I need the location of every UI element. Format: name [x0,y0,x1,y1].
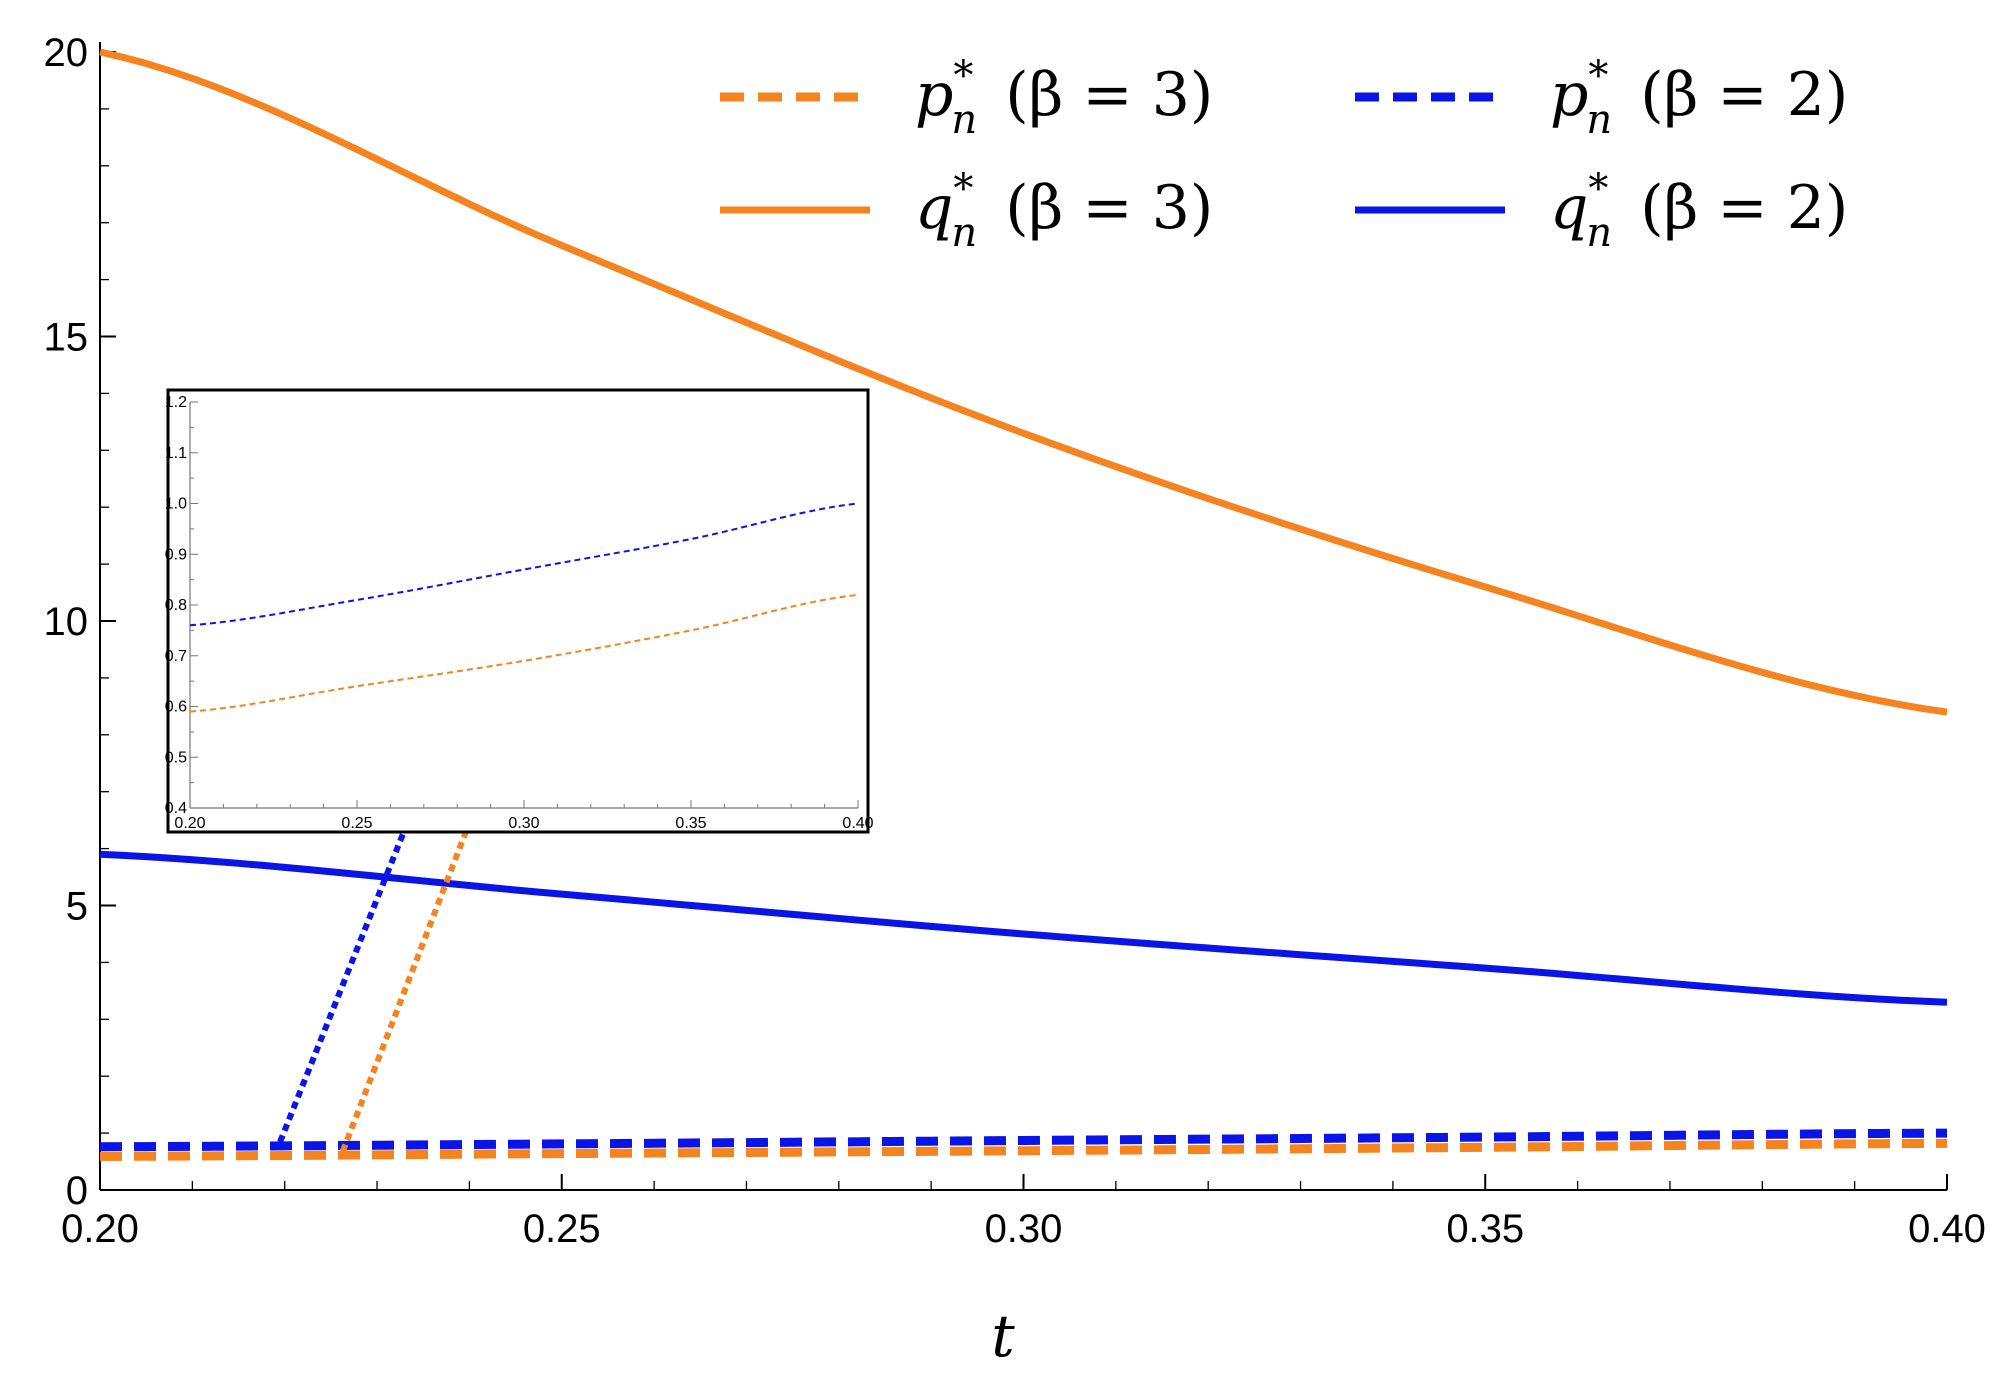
legend-label-2: q* n (β = 3) [915,166,1213,256]
main-series-group [99,48,1948,1161]
inset-y-tick-label: 1.0 [165,496,187,513]
inset-series-line-0 [189,502,859,627]
arrow-blue [277,576,509,1143]
x-tick-label: 0.30 [985,1207,1063,1251]
legend-label-0: p* n (β = 3) [915,53,1213,143]
inset-y-tick-label: 1.2 [165,394,187,411]
y-tick-label: 20 [44,31,89,75]
inset-y-tick-label: 0.6 [165,699,187,716]
inset-x-tick-label: 0.20 [174,815,205,832]
inset-y-tick-label: 0.7 [165,648,187,665]
inset-y-tick-label: 0.4 [165,800,187,817]
inset-x-tick-label: 0.35 [675,815,706,832]
callout-arrows [277,576,533,1153]
series-line-3 [99,850,1948,1006]
inset-x-tick-label: 0.30 [508,815,539,832]
inset-y-tick-label: 1.1 [165,445,187,462]
x-tick-label: 0.35 [1446,1207,1524,1251]
x-tick-label: 0.40 [1908,1207,1986,1251]
inset-chart: 0.4 0.5 0.6 0.7 0.8 0.9 1.0 1.1 1.2 0.20 0.25 0.30 0… [165,388,874,834]
inset-y-tick-label: 0.8 [165,597,187,614]
y-tick-label: 5 [66,885,88,929]
inset-series-line-1 [189,593,859,713]
inset-frame [166,388,870,834]
x-tick-label: 0.20 [61,1207,139,1251]
y-tick-label: 0 [66,1169,88,1213]
x-tick-label: 0.25 [523,1207,601,1251]
arrow-orange [340,666,533,1153]
y-tick-label: 10 [44,600,89,644]
legend-label-1: p* n (β = 2) [1550,53,1848,143]
inset-x-tick-label: 0.40 [842,815,873,832]
legend: p* n (β = 3) p* n (β = 2) q* n (β = 3) q* n (β = 2) [720,53,1848,256]
legend-label-3: q* n (β = 2) [1550,166,1848,256]
x-axis-title: t [991,1302,1015,1370]
inset-x-tick-label: 0.25 [341,815,372,832]
inset-y-tick-label: 0.5 [165,749,187,766]
y-tick-label: 15 [44,316,89,360]
inset-y-tick-label: 0.9 [165,546,187,563]
